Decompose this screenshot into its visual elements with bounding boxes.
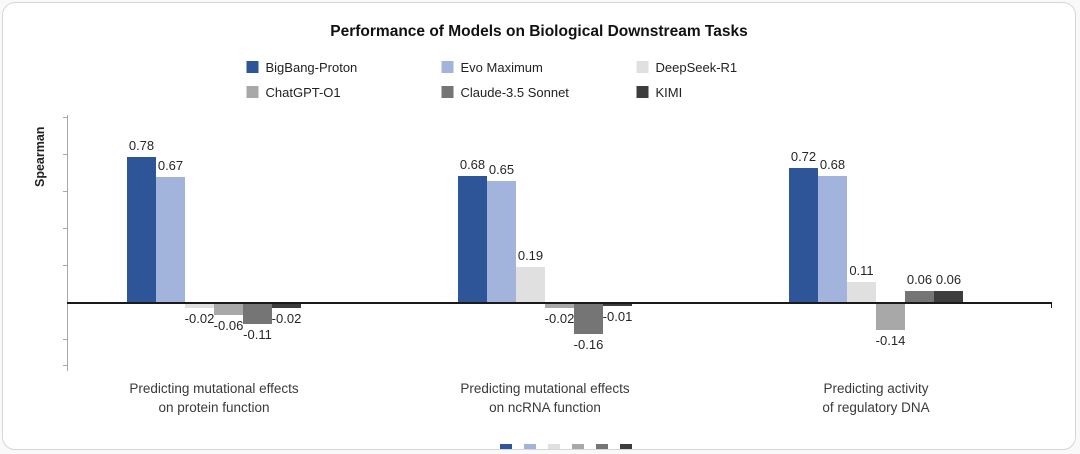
y-axis-tick bbox=[63, 365, 67, 366]
legend-swatch-deepseek-r1 bbox=[636, 61, 649, 73]
y-axis-label: Spearman bbox=[33, 126, 47, 187]
bar-kimi-cat1 bbox=[272, 304, 301, 308]
bar-evo-maximum-cat3 bbox=[818, 176, 847, 302]
value-label-claude-3-5-sonnet-cat2: -0.16 bbox=[573, 337, 604, 352]
value-label-claude-3-5-sonnet-cat3: 0.06 bbox=[906, 272, 933, 287]
value-label-evo-maximum-cat2: 0.65 bbox=[488, 162, 515, 177]
legend-label: KIMI bbox=[655, 84, 683, 100]
chart-title: Performance of Models on Biological Down… bbox=[330, 23, 748, 40]
value-label-deepseek-r1-cat2: 0.19 bbox=[517, 248, 544, 263]
legend-swatch-chatgpt-o1 bbox=[246, 86, 259, 98]
value-label-chatgpt-o1-cat2: -0.02 bbox=[544, 311, 575, 326]
value-label-claude-3-5-sonnet-cat1: -0.11 bbox=[243, 327, 272, 342]
bar-bigbang-proton-cat2 bbox=[458, 176, 487, 302]
bar-evo-maximum-cat1 bbox=[156, 177, 185, 302]
value-label-bigbang-proton-cat3: 0.72 bbox=[790, 149, 817, 164]
value-label-evo-maximum-cat3: 0.68 bbox=[819, 157, 846, 172]
y-axis-tick bbox=[63, 191, 67, 192]
legend-label: Claude-3.5 Sonnet bbox=[460, 84, 569, 100]
clipped-swatch-bigbang-proton bbox=[500, 444, 512, 449]
clipped-swatch-kimi bbox=[620, 444, 632, 449]
value-label-kimi-cat2: -0.01 bbox=[602, 309, 633, 324]
bar-chatgpt-o1-cat2 bbox=[545, 304, 574, 308]
bar-claude-3-5-sonnet-cat1 bbox=[243, 304, 272, 324]
bar-chatgpt-o1-cat3 bbox=[876, 304, 905, 330]
legend-item-deepseek-r1: DeepSeek-R1 bbox=[636, 59, 832, 75]
legend-item-kimi: KIMI bbox=[636, 84, 832, 100]
bar-kimi-cat2 bbox=[603, 304, 632, 306]
category-label-1: Predicting mutational effects on protein… bbox=[129, 381, 299, 415]
bar-kimi-cat3 bbox=[934, 291, 963, 302]
clipped-swatch-chatgpt-o1 bbox=[572, 444, 584, 449]
legend-label: ChatGPT-O1 bbox=[265, 84, 341, 100]
plot-area: Spearman 0.78 0.67 -0.02 -0.06 -0.11 -0.02 Pre… bbox=[3, 3, 1075, 449]
legend-swatch-bigbang-proton bbox=[246, 61, 259, 73]
legend-item-claude-3-5-sonnet: Claude-3.5 Sonnet bbox=[441, 84, 637, 100]
legend-label: DeepSeek-R1 bbox=[655, 59, 738, 75]
bar-claude-3-5-sonnet-cat2 bbox=[574, 304, 603, 334]
value-label-kimi-cat3: 0.06 bbox=[935, 272, 962, 287]
category-label-2: Predicting mutational effects on ncRNA f… bbox=[460, 381, 630, 415]
legend-label: BigBang-Proton bbox=[265, 59, 358, 75]
clipped-swatch-deepseek-r1 bbox=[548, 444, 560, 449]
legend-swatch-claude-3-5-sonnet bbox=[441, 86, 454, 98]
value-label-kimi-cat1: -0.02 bbox=[271, 311, 302, 326]
clipped-swatch-claude-3-5-sonnet bbox=[596, 444, 608, 449]
bar-chatgpt-o1-cat1 bbox=[214, 304, 243, 315]
legend-item-evo-maximum: Evo Maximum bbox=[441, 59, 637, 75]
value-label-bigbang-proton-cat2: 0.68 bbox=[459, 157, 486, 172]
value-label-chatgpt-o1-cat3: -0.14 bbox=[875, 333, 906, 348]
bar-deepseek-r1-cat1 bbox=[185, 304, 214, 308]
clipped-bottom-legend bbox=[500, 444, 632, 449]
y-axis-tick bbox=[63, 154, 67, 155]
bar-bigbang-proton-cat3 bbox=[789, 168, 818, 302]
bar-deepseek-r1-cat2 bbox=[516, 267, 545, 302]
bar-deepseek-r1-cat3 bbox=[847, 282, 876, 302]
legend-swatch-evo-maximum bbox=[441, 61, 454, 73]
value-label-chatgpt-o1-cat1: -0.06 bbox=[213, 318, 244, 333]
clipped-swatch-evo-maximum bbox=[524, 444, 536, 449]
value-label-deepseek-r1-cat1: -0.02 bbox=[184, 311, 215, 326]
value-label-bigbang-proton-cat1: 0.78 bbox=[128, 138, 155, 153]
legend-item-bigbang-proton: BigBang-Proton bbox=[246, 59, 442, 75]
legend-label: Evo Maximum bbox=[460, 59, 543, 75]
bar-bigbang-proton-cat1 bbox=[127, 157, 156, 302]
x-axis-end-tick bbox=[1051, 302, 1052, 308]
legend-swatch-kimi bbox=[636, 86, 649, 98]
y-axis-tick bbox=[63, 117, 67, 118]
y-axis-tick bbox=[63, 228, 67, 229]
category-label-3: Predicting activity of regulatory DNA bbox=[822, 381, 930, 415]
bar-evo-maximum-cat2 bbox=[487, 181, 516, 302]
chart-legend: BigBang-Proton Evo Maximum DeepSeek-R1 Chat… bbox=[246, 59, 832, 100]
y-axis-line bbox=[67, 115, 68, 371]
bar-claude-3-5-sonnet-cat3 bbox=[905, 291, 934, 302]
legend-item-chatgpt-o1: ChatGPT-O1 bbox=[246, 84, 442, 100]
y-axis-tick bbox=[63, 339, 67, 340]
x-axis-line bbox=[67, 302, 1052, 304]
value-label-evo-maximum-cat1: 0.67 bbox=[157, 158, 184, 173]
y-axis-tick bbox=[63, 265, 67, 266]
value-label-deepseek-r1-cat3: 0.11 bbox=[849, 263, 874, 278]
